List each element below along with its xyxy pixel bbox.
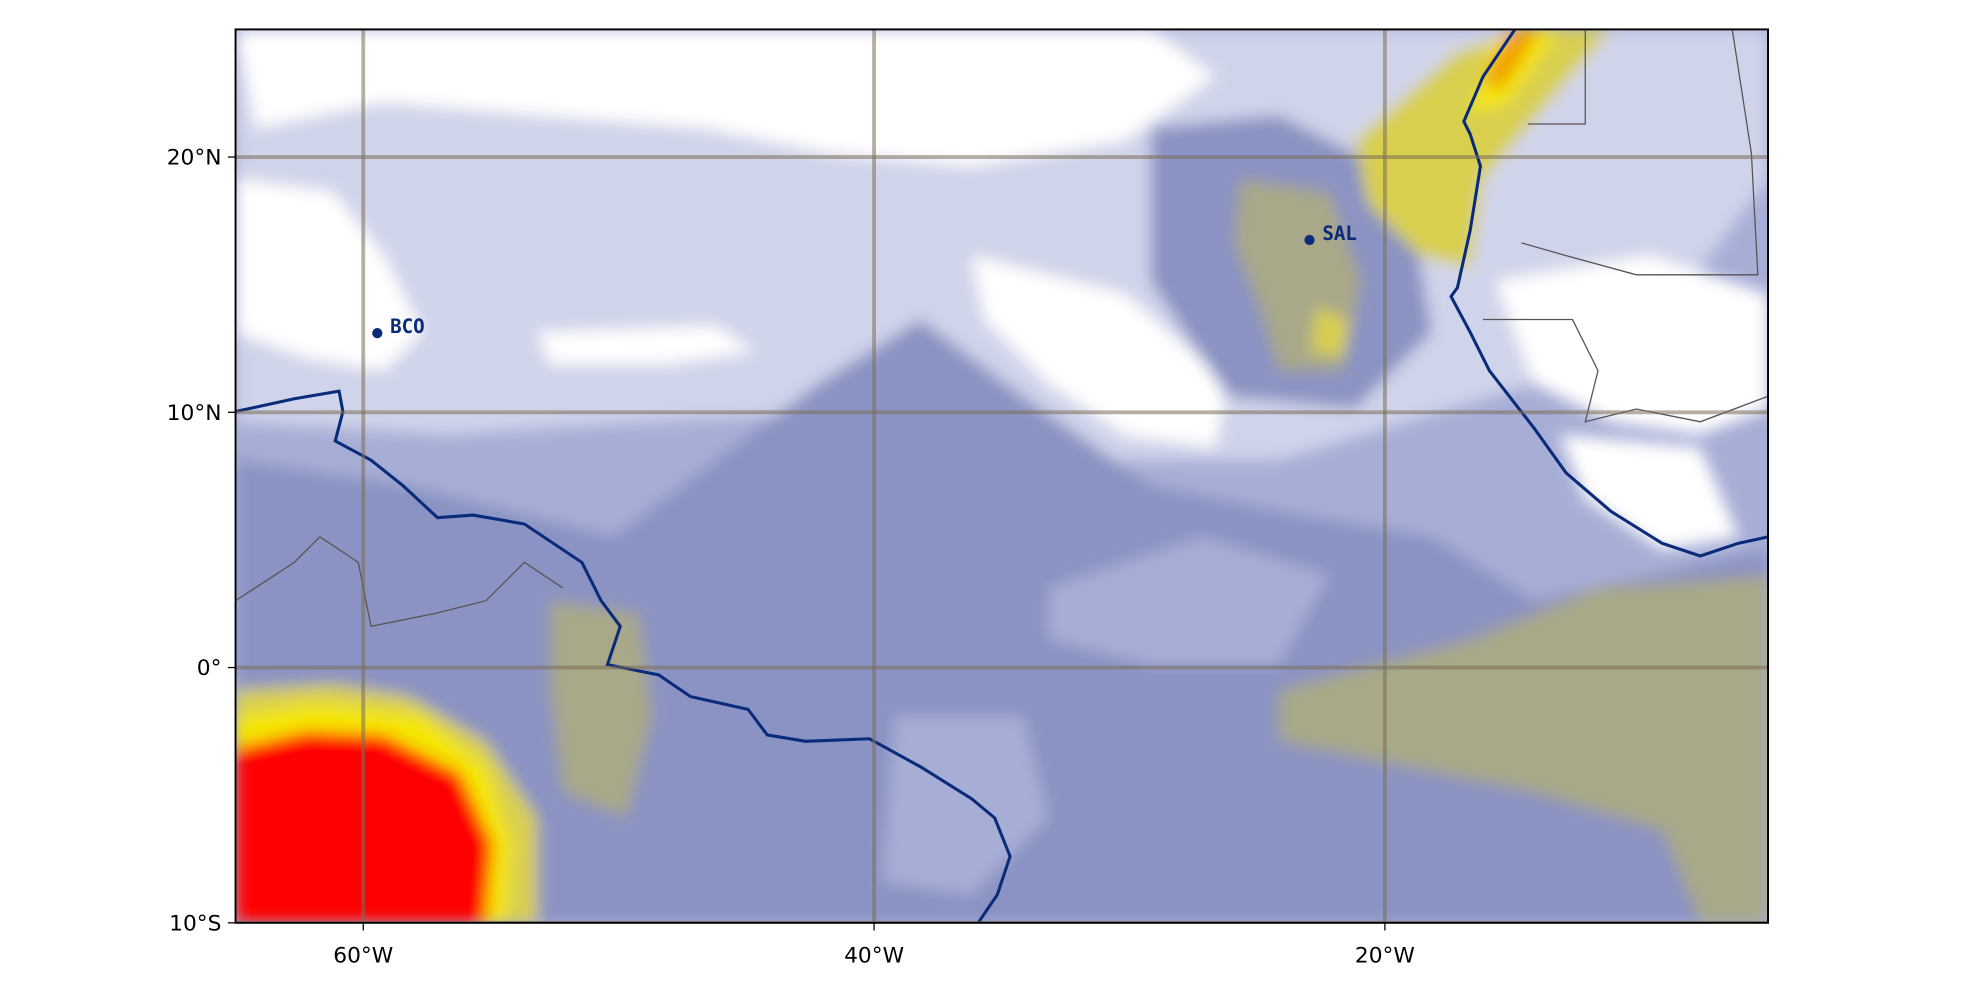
borders bbox=[235, 29, 1769, 628]
ticks: 60°W 40°W 20°W 20°N 10°N 0° 10°S bbox=[167, 146, 1415, 969]
y-tick-label: 10°S bbox=[169, 911, 221, 936]
station-marker bbox=[372, 328, 383, 339]
coastline bbox=[235, 29, 1769, 923]
map-frame bbox=[234, 28, 1769, 924]
y-tick-label: 10°N bbox=[167, 401, 222, 426]
x-tick-label: 20°W bbox=[1355, 943, 1415, 968]
x-tick-label: 40°W bbox=[844, 943, 904, 968]
field bbox=[235, 29, 1769, 923]
y-tick-label: 0° bbox=[197, 656, 222, 681]
station-label: BCO bbox=[390, 315, 425, 338]
y-tick-label: 20°N bbox=[167, 146, 222, 171]
stations: BCO SAL bbox=[372, 222, 1357, 339]
station-label: SAL bbox=[1322, 222, 1357, 245]
station-marker bbox=[1304, 234, 1315, 246]
x-tick-label: 60°W bbox=[333, 943, 393, 968]
grid bbox=[235, 29, 1769, 923]
